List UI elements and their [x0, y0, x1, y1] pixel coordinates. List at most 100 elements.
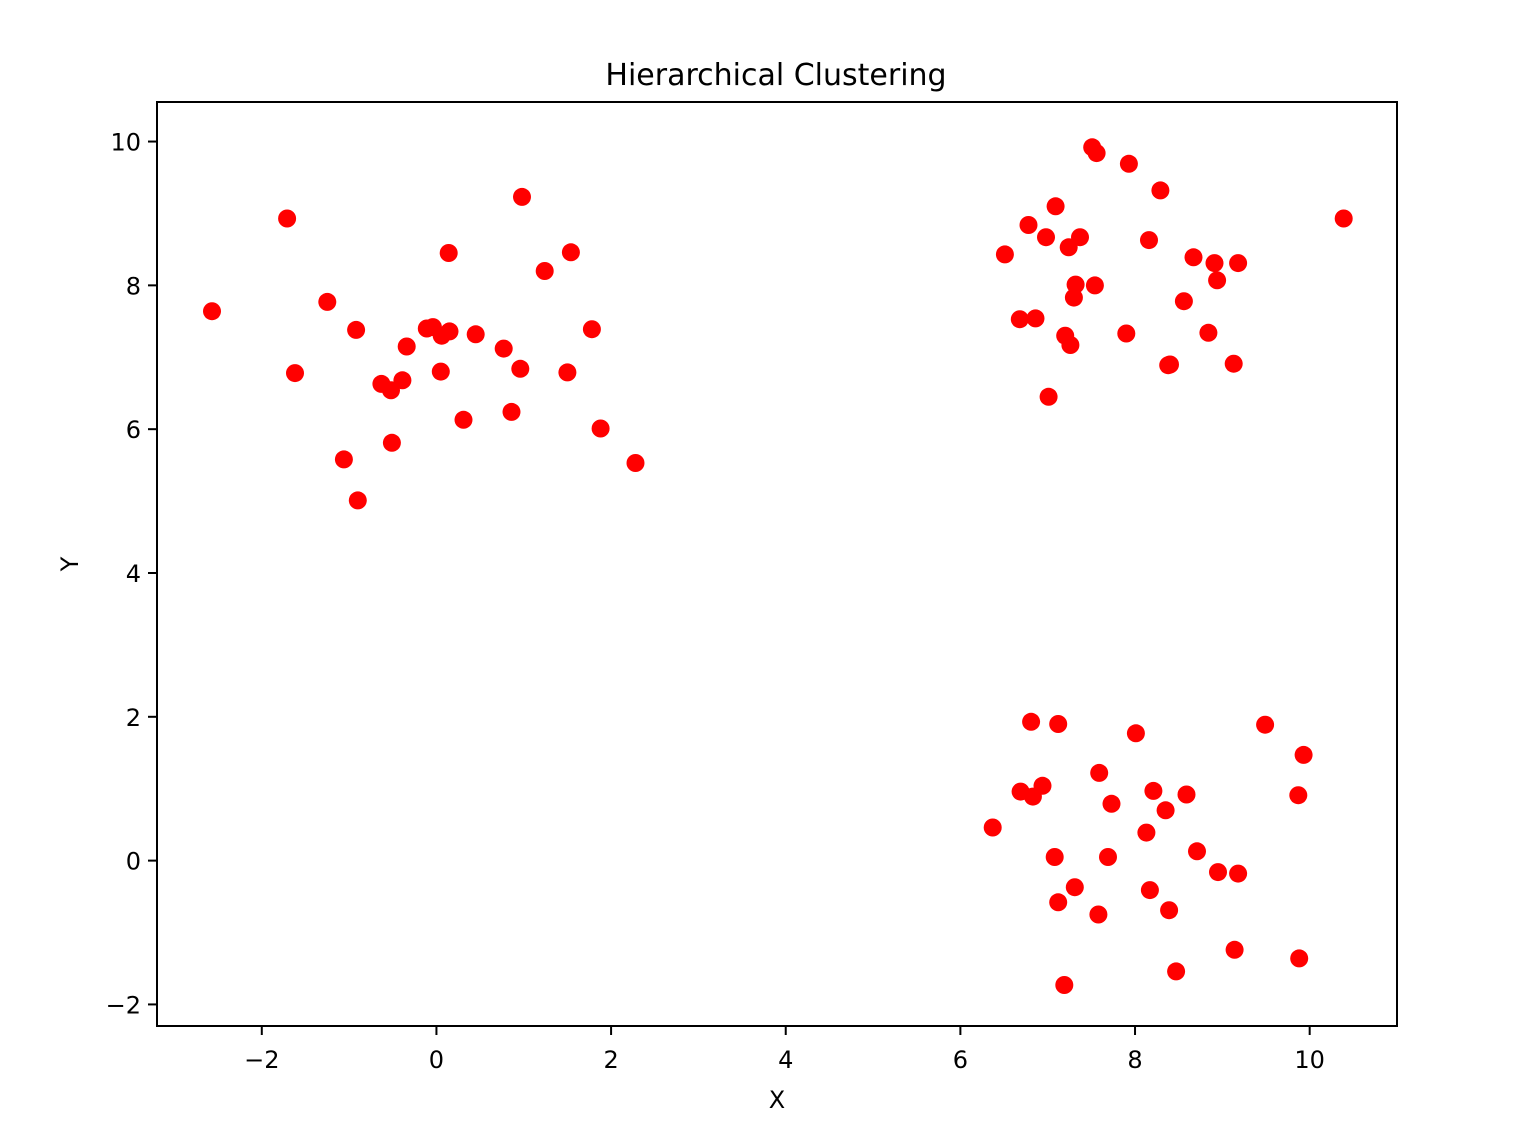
data-point [1026, 309, 1045, 328]
data-point [1037, 228, 1055, 247]
data-point [1225, 940, 1244, 959]
data-point [1140, 881, 1159, 900]
data-point [626, 454, 645, 472]
data-point [591, 419, 610, 438]
data-point [1087, 144, 1106, 163]
data-point [286, 364, 304, 383]
data-point [397, 337, 416, 356]
data-point [1229, 864, 1248, 883]
data-point [1229, 254, 1248, 273]
data-point [983, 818, 1002, 837]
data-point [1090, 763, 1109, 782]
data-point [1061, 336, 1080, 354]
data-point [1334, 209, 1353, 228]
x-tick-label: 8 [1127, 1046, 1142, 1074]
data-point [1205, 254, 1224, 273]
data-point [1256, 715, 1275, 734]
data-point [1208, 271, 1227, 290]
data-point [1199, 323, 1218, 342]
data-point [431, 362, 450, 381]
data-point [1049, 893, 1068, 912]
data-point [1046, 197, 1065, 216]
data-point [1177, 785, 1196, 804]
data-point [1089, 905, 1108, 924]
data-point [1140, 231, 1158, 250]
x-tick-label: −2 [244, 1046, 279, 1074]
data-point [561, 243, 580, 262]
data-point [278, 209, 297, 228]
data-point [1055, 976, 1074, 994]
data-point [1119, 154, 1138, 173]
data-point [1188, 842, 1206, 861]
data-point [440, 322, 459, 341]
y-axis-label: Y [56, 556, 84, 572]
y-tick-label: 10 [110, 129, 141, 157]
data-point [1019, 216, 1038, 234]
data-point [1099, 848, 1117, 866]
plot-frame [156, 101, 1398, 1027]
x-tick-label: 6 [953, 1046, 968, 1074]
data-point [393, 371, 412, 390]
data-point [1289, 786, 1308, 805]
data-point [511, 359, 530, 378]
data-point [1065, 878, 1084, 897]
data-point [1085, 276, 1104, 295]
data-point [995, 245, 1014, 264]
data-point [1184, 248, 1203, 267]
x-tick-label: 10 [1294, 1046, 1325, 1074]
y-tick-label: 4 [126, 560, 141, 588]
data-point [347, 320, 366, 339]
chart-title: Hierarchical Clustering [605, 58, 946, 93]
data-point [1224, 354, 1243, 373]
data-point [1039, 387, 1058, 406]
data-point [1144, 781, 1163, 800]
data-point [382, 433, 401, 452]
y-tick-label: −2 [106, 991, 141, 1019]
data-point [558, 363, 577, 382]
data-point [1294, 745, 1313, 764]
data-point [1022, 712, 1041, 731]
x-tick-label: 4 [778, 1046, 793, 1074]
x-tick-label: 2 [603, 1046, 618, 1074]
data-point [1071, 228, 1089, 247]
y-tick-label: 8 [126, 272, 141, 300]
data-point [454, 410, 473, 429]
y-axis-ticks: −2 0 2 4 6 8 10 [106, 129, 157, 1019]
data-point [1290, 949, 1309, 968]
points-layer [203, 138, 1353, 994]
data-point [1151, 181, 1170, 200]
data-point [1102, 794, 1121, 813]
x-axis-ticks: −2 0 2 4 6 8 10 [244, 1026, 1325, 1074]
data-point [1167, 962, 1186, 981]
data-point [1066, 275, 1085, 294]
data-point [466, 325, 485, 344]
data-point [1160, 901, 1179, 920]
data-point [1174, 292, 1193, 311]
data-point [348, 491, 367, 510]
data-point [439, 244, 458, 262]
data-point [1137, 823, 1156, 842]
data-point [1209, 863, 1227, 882]
data-point [1117, 324, 1136, 343]
data-point [1049, 715, 1068, 733]
data-point [502, 402, 521, 421]
data-point [334, 450, 353, 469]
data-point [1126, 724, 1145, 743]
data-point [582, 320, 601, 339]
data-point [1033, 776, 1052, 795]
y-tick-label: 6 [126, 416, 141, 444]
data-point [318, 292, 337, 311]
data-point [535, 262, 554, 280]
data-point [1045, 848, 1064, 866]
data-point [1156, 801, 1175, 820]
y-tick-label: 2 [126, 704, 141, 732]
x-axis-label: X [769, 1086, 785, 1114]
data-point [513, 187, 531, 206]
data-point [203, 302, 221, 321]
y-tick-label: 0 [126, 848, 141, 876]
data-point [494, 339, 513, 358]
x-tick-label: 0 [429, 1046, 444, 1074]
data-point [1161, 355, 1179, 374]
